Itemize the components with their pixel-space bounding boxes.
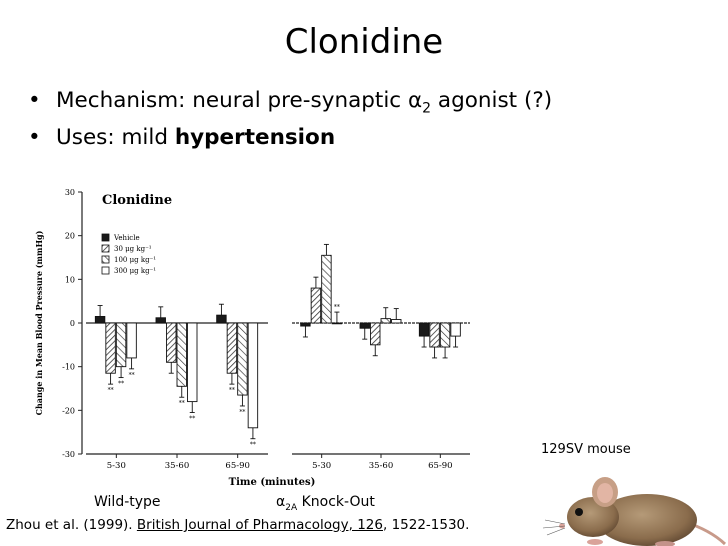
chart-svg: 30 20 10 0 -10 -20 -30 5-30 35-60 65-90 5-30 35-60 6…: [34, 188, 470, 488]
significance-mark: **: [108, 387, 114, 394]
citation-authors: Zhou et al. (1999).: [6, 517, 137, 533]
y-tick-label: 10: [65, 275, 75, 284]
significance-mark: **: [189, 416, 195, 423]
x-category-label: 35-60: [165, 461, 190, 471]
bars: ** ** ** ** ** ** ** ** **: [94, 243, 461, 449]
bar: [380, 318, 391, 324]
bar: [237, 322, 248, 396]
mechanism-text-end: agonist (?): [431, 88, 553, 113]
x-category-label: 35-60: [369, 461, 394, 471]
bar: [439, 322, 451, 348]
uses-bold: hypertension: [174, 125, 336, 151]
bar: [359, 322, 370, 329]
bar: [331, 322, 343, 325]
bar: [155, 317, 166, 324]
bar: [94, 315, 106, 324]
citation: Zhou et al. (1999). British Journal of P…: [6, 517, 469, 533]
x-category-label: 65-90: [225, 461, 250, 471]
bar: [391, 319, 402, 324]
x-category-label: 5-30: [312, 461, 331, 471]
bar: [321, 254, 332, 324]
significance-mark: **: [118, 381, 124, 388]
mouse-photo-icon: [542, 477, 727, 546]
mouse-caption: 129SV mouse: [541, 442, 631, 457]
x-axis-label: Time (minutes): [229, 477, 316, 488]
uses-text: Uses: mild: [56, 125, 175, 151]
bar: [247, 322, 259, 429]
y-tick-label: -20: [62, 406, 75, 415]
bar: [418, 322, 430, 337]
x-category-label: 65-90: [428, 461, 453, 471]
knockout-label-alpha: α: [276, 494, 286, 510]
knockout-label-subscript: 2A: [285, 502, 298, 513]
bullet-mechanism: • Mechanism: neural pre-synaptic α2 agoni…: [28, 86, 552, 123]
wild-type-label: Wild-type: [94, 494, 161, 510]
significance-mark: **: [239, 409, 245, 416]
legend: Vehicle 30 μg kg⁻¹ 100 μg kg⁻¹ 300 μg kg⁻¹: [101, 233, 156, 275]
bar: [300, 322, 311, 327]
bar: [310, 287, 322, 324]
significance-mark: **: [334, 304, 340, 311]
bar-chart: 30 20 10 0 -10 -20 -30 5-30 35-60 65-90 5-30 35-60 6…: [30, 182, 500, 492]
bar: [216, 314, 227, 324]
bar: [187, 322, 198, 403]
legend-swatch: [101, 244, 110, 253]
mechanism-subscript: 2: [422, 100, 432, 117]
bar: [166, 322, 177, 363]
significance-mark: **: [129, 372, 135, 379]
significance-mark: **: [179, 400, 185, 407]
significance-mark: **: [250, 442, 256, 449]
knockout-label-text: Knock-Out: [297, 494, 375, 510]
y-tick-label: 0: [70, 319, 75, 328]
citation-pages: , 1522-1530.: [382, 517, 470, 533]
slide-title: Clonidine: [284, 22, 444, 62]
legend-label: 300 μg kg⁻¹: [114, 267, 156, 275]
legend-label: 30 μg kg⁻¹: [114, 245, 152, 253]
bullet-glyph: •: [28, 88, 41, 113]
x-category-label: 5-30: [107, 461, 126, 471]
bullet-list: • Mechanism: neural pre-synaptic α2 agoni…: [28, 86, 552, 153]
significance-mark: **: [229, 387, 235, 394]
bar: [226, 322, 238, 374]
bullet-glyph: •: [28, 125, 41, 151]
y-tick-label: 30: [65, 188, 75, 197]
bar: [176, 322, 187, 387]
legend-swatch: [101, 233, 110, 242]
legend-swatch: [101, 255, 110, 264]
knockout-label: α2A Knock-Out: [276, 494, 375, 513]
bar: [105, 322, 116, 374]
y-tick-label: -10: [62, 363, 75, 372]
bar: [450, 322, 461, 337]
legend-swatch: [101, 266, 110, 275]
bar: [126, 322, 137, 359]
y-tick-label: 20: [65, 232, 75, 241]
mechanism-text: Mechanism: neural pre-synaptic α: [56, 88, 423, 113]
y-tick-label: -30: [62, 450, 75, 459]
bar: [429, 322, 440, 348]
bar: [370, 322, 381, 346]
legend-label: Vehicle: [113, 234, 140, 242]
bullet-uses: • Uses: mild hypertension: [28, 123, 552, 153]
citation-journal[interactable]: British Journal of Pharmacology, 126: [136, 517, 383, 533]
bar: [115, 322, 127, 368]
legend-label: 100 μg kg⁻¹: [114, 256, 156, 264]
y-axis-label: Change in Mean Blood Pressure (mmHg): [34, 230, 44, 415]
chart-title: Clonidine: [102, 193, 172, 208]
